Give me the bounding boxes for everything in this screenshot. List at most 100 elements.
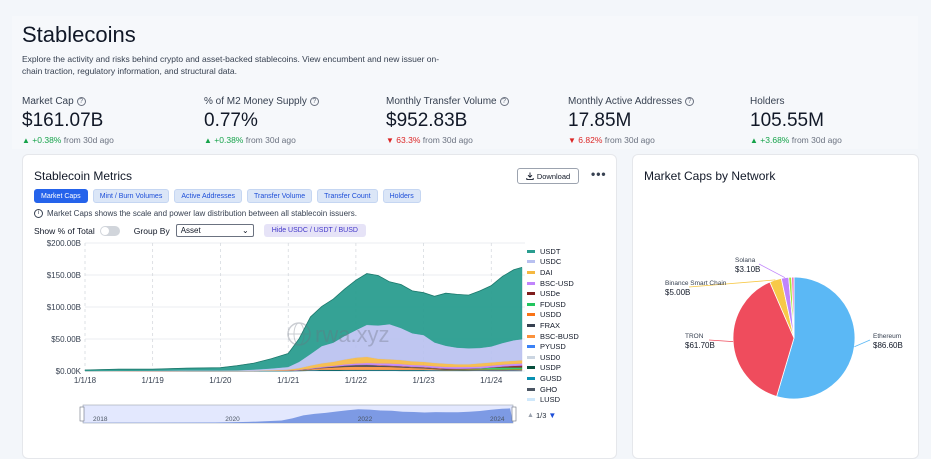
- stat-active-addresses: Monthly Active Addresses? 17.85M ▼ 6.82%…: [568, 96, 694, 145]
- help-icon[interactable]: ?: [77, 97, 86, 106]
- legend-swatch: [527, 377, 535, 380]
- x-tick-label: 1/1/22: [345, 376, 368, 385]
- legend-label: BSC-USD: [540, 279, 574, 288]
- hide-majors-button[interactable]: Hide USDC / USDT / BUSD: [264, 224, 366, 237]
- arrow-up-icon: ▲: [22, 136, 30, 145]
- page-title: Stablecoins: [22, 22, 136, 48]
- group-by-select[interactable]: Asset ⌄: [176, 224, 254, 237]
- y-tick-label: $0.00K: [56, 367, 82, 376]
- group-by-value: Asset: [181, 226, 201, 235]
- legend-swatch: [527, 292, 535, 295]
- legend-label: USDC: [540, 257, 561, 266]
- tab-transfer-volume[interactable]: Transfer Volume: [247, 189, 312, 203]
- legend-item[interactable]: FRAX: [527, 320, 579, 331]
- tab-holders[interactable]: Holders: [383, 189, 421, 203]
- chevron-down-icon: ⌄: [242, 226, 249, 235]
- legend-swatch: [527, 356, 535, 359]
- stat-transfer-volume: Monthly Transfer Volume? $952.83B ▼ 63.3…: [386, 96, 509, 145]
- y-tick-label: $200.00B: [47, 239, 81, 248]
- legend-swatch: [527, 324, 535, 327]
- x-tick-label: 1/1/23: [412, 376, 435, 385]
- legend-label: LUSD: [540, 395, 560, 404]
- stat-value: 105.55M: [750, 110, 842, 132]
- show-percent-toggle[interactable]: [100, 226, 120, 236]
- legend-item[interactable]: USDD: [527, 310, 579, 321]
- show-percent-label: Show % of Total: [34, 226, 95, 236]
- download-icon: [526, 172, 534, 180]
- stat-value: $161.07B: [22, 110, 114, 132]
- chart-controls: Show % of Total Group By Asset ⌄ Hide US…: [34, 224, 366, 237]
- stat-change: 6.82%: [578, 135, 602, 145]
- stat-change: +3.68%: [760, 135, 789, 145]
- stat-value: 17.85M: [568, 110, 694, 132]
- pie-label-name: TRON: [685, 333, 704, 340]
- pie-label-value: $3.10B: [735, 265, 760, 274]
- stat-change-suffix: from 30d ago: [605, 135, 655, 145]
- legend-item[interactable]: DAI: [527, 267, 579, 278]
- navigator-handle-left[interactable]: [80, 407, 84, 421]
- legend-swatch: [527, 313, 535, 316]
- pie-label-value: $86.60B: [873, 341, 903, 350]
- legend-item[interactable]: GUSD: [527, 373, 579, 384]
- pie-leader-line: [854, 340, 870, 347]
- legend-label: USDP: [540, 363, 561, 372]
- help-icon[interactable]: ?: [310, 97, 319, 106]
- x-tick-label: 1/1/24: [480, 376, 503, 385]
- pie-label-name: Binance Smart Chain: [665, 280, 727, 287]
- legend-label: USD0: [540, 353, 560, 362]
- stat-change-suffix: from 30d ago: [246, 135, 296, 145]
- x-tick-label: 1/1/20: [209, 376, 232, 385]
- help-icon[interactable]: ?: [500, 97, 509, 106]
- legend-item[interactable]: PYUSD: [527, 341, 579, 352]
- download-button[interactable]: Download: [517, 168, 579, 184]
- help-icon[interactable]: ?: [685, 97, 694, 106]
- legend-swatch: [527, 260, 535, 263]
- stat-m2-share: % of M2 Money Supply? 0.77% ▲ +0.38% fro…: [204, 96, 319, 145]
- legend-item[interactable]: USDP: [527, 363, 579, 374]
- navigator-tick-label: 2024: [490, 416, 505, 423]
- stat-label: % of M2 Money Supply: [204, 96, 307, 107]
- legend-pager: ▲ 1/3 ▼: [527, 411, 556, 420]
- metric-tabs: Market Caps Mint / Burn Volumes Active A…: [34, 189, 421, 203]
- stat-label: Monthly Transfer Volume: [386, 96, 497, 107]
- legend-swatch: [527, 388, 535, 391]
- stat-label: Monthly Active Addresses: [568, 96, 682, 107]
- more-options-icon[interactable]: •••: [591, 167, 607, 181]
- x-tick-label: 1/1/19: [142, 376, 165, 385]
- pie-label-name: Solana: [735, 257, 756, 264]
- legend-item[interactable]: GHO: [527, 384, 579, 395]
- navigator-handle-right[interactable]: [512, 407, 516, 421]
- y-tick-label: $100.00B: [47, 303, 81, 312]
- tab-mint-burn-volumes[interactable]: Mint / Burn Volumes: [93, 189, 170, 203]
- legend-swatch: [527, 335, 535, 338]
- pager-label: 1/3: [536, 411, 546, 420]
- pie-label-name: Ethereum: [873, 333, 901, 340]
- legend-item[interactable]: LUSD: [527, 394, 579, 405]
- page-up-icon[interactable]: ▲: [527, 412, 534, 419]
- tab-transfer-count[interactable]: Transfer Count: [317, 189, 377, 203]
- tab-active-addresses[interactable]: Active Addresses: [174, 189, 242, 203]
- page-down-icon[interactable]: ▼: [548, 411, 556, 420]
- info-line: i Market Caps shows the scale and power …: [34, 209, 357, 218]
- arrow-up-icon: ▲: [204, 136, 212, 145]
- legend-item[interactable]: USDC: [527, 257, 579, 268]
- watermark-text: rwa.xyz: [315, 322, 390, 347]
- legend-swatch: [527, 303, 535, 306]
- legend-item[interactable]: USDe: [527, 288, 579, 299]
- stat-label: Holders: [750, 96, 784, 107]
- legend-item[interactable]: USDT: [527, 246, 579, 257]
- legend-item[interactable]: USD0: [527, 352, 579, 363]
- stablecoin-metrics-card: Stablecoin Metrics Download ••• Market C…: [22, 154, 617, 459]
- stat-market-cap: Market Cap? $161.07B ▲ +0.38% from 30d a…: [22, 96, 114, 145]
- legend-item[interactable]: FDUSD: [527, 299, 579, 310]
- legend-label: GHO: [540, 385, 557, 394]
- legend-label: USDT: [540, 247, 560, 256]
- legend-item[interactable]: BSC-USD: [527, 278, 579, 289]
- arrow-down-icon: ▼: [568, 136, 576, 145]
- pie-leader-line: [759, 264, 785, 278]
- stat-change: +0.38%: [214, 135, 243, 145]
- tab-market-caps[interactable]: Market Caps: [34, 189, 88, 203]
- card-title: Stablecoin Metrics: [34, 169, 132, 183]
- legend-item[interactable]: BSC-BUSD: [527, 331, 579, 342]
